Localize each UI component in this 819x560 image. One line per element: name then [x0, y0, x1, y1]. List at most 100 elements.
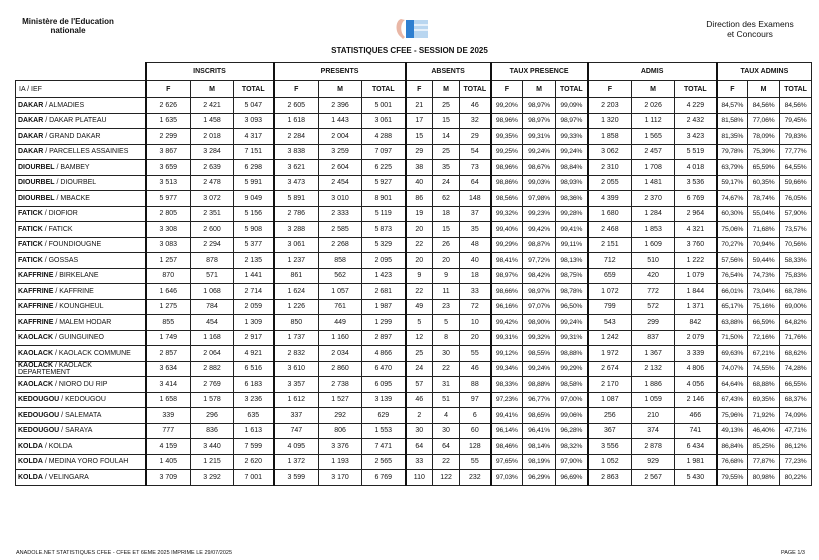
- taux-admins-total-cell: 74,28%: [779, 360, 813, 377]
- taux-presence-total-cell: 99,06%: [555, 407, 589, 424]
- admis-f-cell: 1 072: [586, 283, 633, 300]
- inscrits-f-cell: 1 635: [144, 112, 191, 129]
- taux-presence-total-cell: 98,97%: [555, 112, 589, 129]
- taux-presence-f-cell: 98,96%: [489, 112, 524, 129]
- taux-presence-f-cell: 99,20%: [489, 97, 524, 114]
- admis-f-cell: 659: [586, 267, 633, 284]
- ia-ief-cell: KOLDA / VELINGARA: [15, 469, 146, 486]
- ief-name: DIOFIOR: [48, 210, 78, 218]
- ia-ief-cell: DAKAR / PARCELLES ASSAINIES: [15, 143, 146, 160]
- presents-total-cell: 4 288: [361, 128, 407, 145]
- inscrits-m-cell: 3 072: [190, 190, 234, 207]
- inscrits-f-cell: 3 709: [144, 469, 191, 486]
- absents-m-cell: 62: [432, 190, 461, 207]
- admis-f-cell: 1 320: [586, 112, 633, 129]
- inscrits-f-cell: 870: [144, 267, 191, 284]
- separator: /: [43, 148, 50, 156]
- admis-total-cell: 3 423: [674, 128, 718, 145]
- admis-total-cell: 2 079: [674, 329, 718, 346]
- absents-f-cell: 40: [404, 174, 434, 191]
- ia-ief-cell: KAOLACK / GUINGUINEO: [15, 329, 146, 346]
- presents-total-cell: 7 471: [361, 438, 407, 455]
- admis-total-cell: 842: [674, 314, 718, 331]
- group-header-admis: ADMIS: [586, 62, 718, 81]
- absents-f-cell: 29: [404, 143, 434, 160]
- presents-total-cell: 6 769: [361, 469, 407, 486]
- presents-f-cell: 747: [272, 422, 320, 439]
- taux-presence-total-cell: 98,78%: [555, 283, 589, 300]
- table-row: KAOLACK / NIORO DU RIP 3 414 2 769 6 183 3 3…: [15, 376, 813, 393]
- absents-total-cell: 46: [459, 360, 492, 377]
- admis-total-cell: 3 536: [674, 174, 718, 191]
- ia-ief-cell: KAFFRINE / KAFFRINE: [15, 283, 146, 300]
- inscrits-m-cell: 3 292: [190, 469, 234, 486]
- taux-admins-total-cell: 77,77%: [779, 143, 813, 160]
- inscrits-f-cell: 3 414: [144, 376, 191, 393]
- inscrits-total-cell: 7 599: [232, 438, 275, 455]
- ia-ief-cell: FATICK / GOSSAS: [15, 252, 146, 269]
- taux-admins-m-cell: 74,55%: [747, 360, 781, 377]
- column-header-m: M: [190, 80, 234, 98]
- ia-ief-cell: FATICK / FOUNDIOUGNE: [15, 236, 146, 253]
- taux-presence-total-cell: 98,13%: [555, 252, 589, 269]
- column-header-ia-ief: IA / IEF: [15, 80, 146, 98]
- taux-admins-f-cell: 76,54%: [715, 267, 749, 284]
- ia-ief-cell: KOLDA / MEDINA YORO FOULAH: [15, 453, 146, 470]
- ia-ief-cell: KAFFRINE / BIRKELANE: [15, 267, 146, 284]
- inscrits-f-cell: 3 634: [144, 360, 191, 377]
- taux-admins-m-cell: 78,74%: [747, 190, 781, 207]
- taux-admins-f-cell: 81,35%: [715, 128, 749, 145]
- separator: /: [42, 458, 49, 466]
- absents-m-cell: 23: [432, 298, 461, 315]
- admis-f-cell: 4 399: [586, 190, 633, 207]
- taux-presence-m-cell: 98,14%: [522, 438, 557, 455]
- inscrits-total-cell: 7 001: [232, 469, 275, 486]
- absents-total-cell: 29: [459, 128, 492, 145]
- taux-admins-total-cell: 69,00%: [779, 298, 813, 315]
- presents-m-cell: 858: [318, 252, 363, 269]
- absents-f-cell: 64: [404, 438, 434, 455]
- ia-ief-cell: FATICK / DIOFIOR: [15, 205, 146, 222]
- admis-m-cell: 1 565: [631, 128, 676, 145]
- column-header-m: M: [522, 80, 557, 98]
- taux-presence-total-cell: 99,09%: [555, 97, 589, 114]
- admis-m-cell: 2 370: [631, 190, 676, 207]
- absents-total-cell: 33: [459, 283, 492, 300]
- ief-name: SARAYA: [65, 427, 93, 435]
- admis-m-cell: 1 853: [631, 221, 676, 238]
- ministry-name: Ministère de l'Education nationale: [18, 17, 118, 35]
- absents-m-cell: 5: [432, 314, 461, 331]
- ia-name: KAOLACK: [18, 349, 53, 357]
- absents-m-cell: 122: [432, 469, 461, 486]
- absents-total-cell: 148: [459, 190, 492, 207]
- taux-admins-m-cell: 69,35%: [747, 391, 781, 408]
- admis-total-cell: 4 321: [674, 221, 718, 238]
- inscrits-f-cell: 3 867: [144, 143, 191, 160]
- inscrits-m-cell: 1 578: [190, 391, 234, 408]
- inscrits-total-cell: 9 049: [232, 190, 275, 207]
- admis-total-cell: 4 018: [674, 159, 718, 176]
- column-header-f: F: [144, 80, 191, 98]
- taux-presence-total-cell: 99,24%: [555, 143, 589, 160]
- taux-admins-f-cell: 86,84%: [715, 438, 749, 455]
- taux-admins-total-cell: 64,82%: [779, 314, 813, 331]
- presents-m-cell: 2 738: [318, 376, 363, 393]
- table-body: DAKAR / ALMADIES 2 626 2 421 5 047 2 605 2 39…: [15, 97, 813, 486]
- presents-total-cell: 1 299: [361, 314, 407, 331]
- ia-ief-cell: KAOLACK / NIORO DU RIP: [15, 376, 146, 393]
- taux-presence-f-cell: 98,86%: [489, 174, 524, 191]
- presents-f-cell: 850: [272, 314, 320, 331]
- inscrits-total-cell: 6 298: [232, 159, 275, 176]
- inscrits-m-cell: 1 215: [190, 453, 234, 470]
- column-header-f: F: [489, 80, 524, 98]
- admis-total-cell: 6 769: [674, 190, 718, 207]
- column-header-total: TOTAL: [779, 80, 813, 98]
- column-header-total: TOTAL: [459, 80, 492, 98]
- taux-admins-m-cell: 78,09%: [747, 128, 781, 145]
- ief-name: KAOLACK DEPARTEMENT: [18, 361, 92, 376]
- inscrits-m-cell: 2 882: [190, 360, 234, 377]
- admis-f-cell: 2 203: [586, 97, 633, 114]
- ia-name: FATICK: [18, 256, 43, 264]
- absents-f-cell: 5: [404, 314, 434, 331]
